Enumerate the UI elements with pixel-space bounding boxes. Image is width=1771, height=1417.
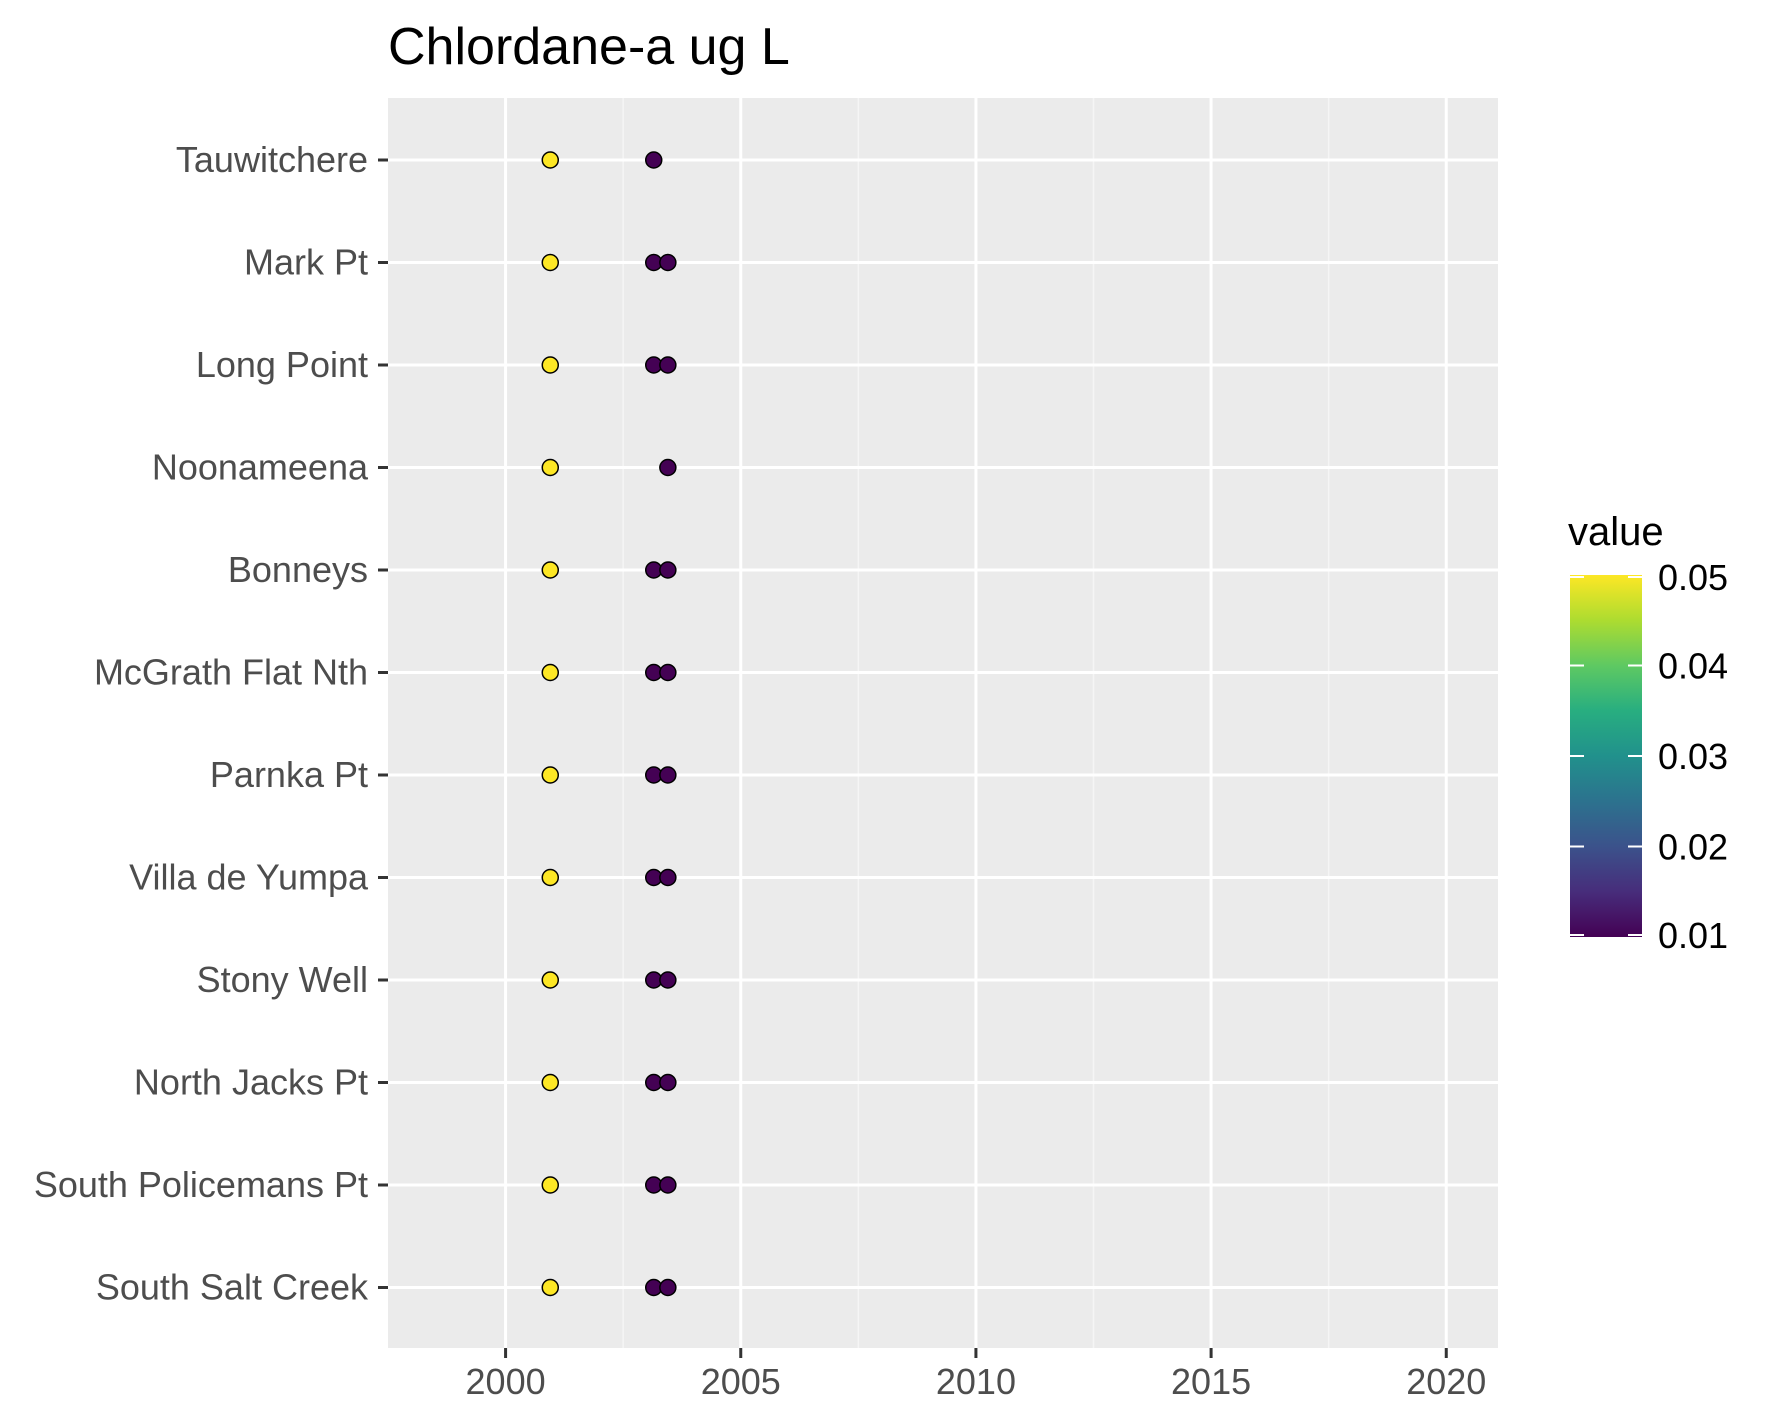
data-point: [541, 561, 560, 579]
legend-title: value: [1568, 510, 1664, 554]
colorbar-tick-label: 0.02: [1658, 827, 1728, 868]
data-point: [541, 356, 560, 374]
x-tick-label: 2015: [1171, 1361, 1251, 1402]
y-tick-label: Bonneys: [228, 549, 368, 590]
data-points: [541, 151, 677, 1297]
y-tick-label: Villa de Yumpa: [129, 857, 369, 898]
data-point: [659, 971, 677, 989]
data-point: [659, 663, 677, 682]
x-tick-label: 2005: [701, 1361, 781, 1402]
data-point: [541, 663, 560, 682]
data-point: [659, 1278, 677, 1297]
grid-lines: [388, 98, 1498, 1348]
x-tick-label: 2020: [1406, 1361, 1486, 1402]
y-tick-label: North Jacks Pt: [134, 1062, 368, 1103]
x-axis: 2000 2005 2010 2015 2020: [466, 1348, 1486, 1402]
data-point: [659, 561, 677, 579]
data-point: [541, 766, 560, 784]
colorbar-tick-label: 0.01: [1658, 915, 1728, 956]
y-tick-label: Tauwitchere: [176, 139, 368, 180]
data-point: [644, 151, 663, 169]
data-point: [659, 356, 677, 374]
data-point: [541, 971, 560, 989]
data-point: [541, 1176, 560, 1194]
x-tick-label: 2000: [466, 1361, 546, 1402]
data-point: [541, 458, 560, 477]
plot-panel: [388, 98, 1498, 1348]
colorbar-ticks: 0.05 0.04 0.03 0.02 0.01: [1570, 557, 1728, 956]
data-point: [659, 458, 677, 477]
data-point: [541, 151, 560, 169]
y-tick-label: Mark Pt: [244, 242, 368, 283]
data-point: [541, 253, 560, 272]
y-tick-label: Long Point: [196, 344, 368, 385]
y-tick-label: McGrath Flat Nth: [94, 652, 368, 693]
y-tick-label: Parnka Pt: [210, 754, 368, 795]
data-point: [541, 868, 560, 887]
y-axis: Tauwitchere Mark Pt Long Point Noonameena Bo…: [34, 139, 388, 1308]
colorbar-tick-label: 0.03: [1658, 736, 1728, 777]
data-point: [659, 1176, 677, 1194]
data-point: [659, 253, 677, 272]
y-tick-label: Noonameena: [152, 447, 369, 488]
y-tick-label: Stony Well: [197, 959, 368, 1000]
colorbar-legend: value 0.05 0.04 0.03 0.02 0.01: [1568, 510, 1728, 956]
data-point: [659, 1073, 677, 1092]
data-point: [659, 766, 677, 784]
y-tick-label: South Salt Creek: [96, 1267, 369, 1308]
y-tick-label: South Policemans Pt: [34, 1164, 368, 1205]
colorbar-tick-label: 0.04: [1658, 646, 1728, 687]
data-point: [659, 868, 677, 887]
chart-title: Chlordane-a ug L: [388, 18, 790, 76]
colorbar-tick-label: 0.05: [1658, 557, 1728, 598]
data-point: [541, 1278, 560, 1297]
data-point: [541, 1073, 560, 1092]
x-tick-label: 2010: [936, 1361, 1016, 1402]
